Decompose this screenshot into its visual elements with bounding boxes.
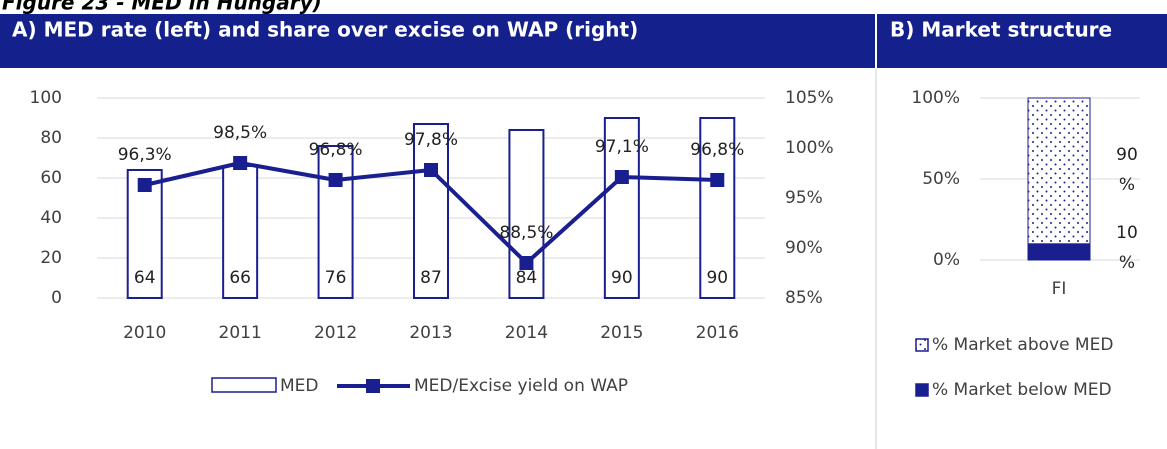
- y-tick-label: 0: [51, 288, 62, 308]
- line-label: 97,8%: [404, 130, 458, 150]
- y2-tick-label: 85%: [785, 288, 823, 308]
- y-tick-label: 80: [40, 128, 62, 148]
- x-tick-label: 2011: [219, 323, 262, 343]
- line-marker: [328, 173, 343, 187]
- line-label: 96,8%: [309, 140, 363, 160]
- line-label: 97,1%: [595, 137, 649, 157]
- bar: [317, 145, 354, 299]
- segment-label: 10%: [1116, 223, 1138, 273]
- segment-label: 90%: [1116, 145, 1138, 195]
- line-label: 96,8%: [690, 140, 744, 160]
- legend-swatch: [915, 338, 929, 352]
- header-band: [877, 14, 1167, 68]
- x-tick-label: 2015: [600, 323, 643, 343]
- bar-segment: [1027, 97, 1091, 245]
- line-label: 98,5%: [213, 123, 267, 143]
- line-label: 96,3%: [118, 145, 172, 165]
- bar-label: 64: [134, 268, 156, 288]
- x-tick-label: 2016: [696, 323, 739, 343]
- y-tick-label: 0%: [933, 250, 960, 270]
- legend-label: MED: [280, 376, 319, 396]
- y-tick-label: 60: [40, 168, 62, 188]
- bar-label: 90: [611, 268, 633, 288]
- x-tick-label: FI: [1052, 279, 1067, 299]
- y-tick-label: 100: [30, 88, 62, 108]
- x-tick-label: 2013: [409, 323, 452, 343]
- y-tick-label: 100%: [911, 88, 960, 108]
- legend-swatch: [211, 377, 277, 393]
- y2-tick-label: 90%: [785, 238, 823, 258]
- bar-label: 66: [229, 268, 251, 288]
- legend-swatch: [366, 379, 380, 393]
- line-label: 88,5%: [499, 223, 553, 243]
- bar-label: 87: [420, 268, 442, 288]
- figure-title: Figure 23 - MED in Hungary): [2, 0, 322, 15]
- y2-tick-label: 95%: [785, 188, 823, 208]
- bar-segment: [1027, 243, 1091, 261]
- legend-label: % Market above MED: [932, 335, 1113, 355]
- line-marker: [233, 156, 248, 170]
- bar: [413, 123, 449, 299]
- x-tick-label: 2010: [123, 323, 166, 343]
- y2-tick-label: 100%: [785, 138, 834, 158]
- legend-label: % Market below MED: [932, 380, 1112, 400]
- bar: [699, 117, 736, 299]
- legend-label: MED/Excise yield on WAP: [414, 376, 628, 396]
- panel-title: A) MED rate (left) and share over excise…: [12, 18, 638, 42]
- bar: [126, 169, 163, 299]
- x-tick-label: 2012: [314, 323, 357, 343]
- x-tick-label: 2014: [505, 323, 548, 343]
- header-band: [0, 14, 875, 68]
- panel-title: B) Market structure: [890, 18, 1112, 42]
- bar-label: 90: [706, 268, 728, 288]
- line-marker: [137, 178, 152, 192]
- y2-tick-label: 105%: [785, 88, 834, 108]
- line-marker: [710, 173, 725, 187]
- line-marker: [519, 256, 534, 270]
- line-marker: [424, 163, 438, 177]
- y-tick-label: 20: [40, 248, 62, 268]
- y-tick-label: 50%: [922, 169, 960, 189]
- bar-label: 76: [325, 268, 347, 288]
- bar: [603, 117, 640, 299]
- bar-label: 84: [516, 268, 538, 288]
- line-marker: [614, 170, 629, 184]
- y-tick-label: 40: [40, 208, 62, 228]
- legend-swatch: [915, 383, 929, 397]
